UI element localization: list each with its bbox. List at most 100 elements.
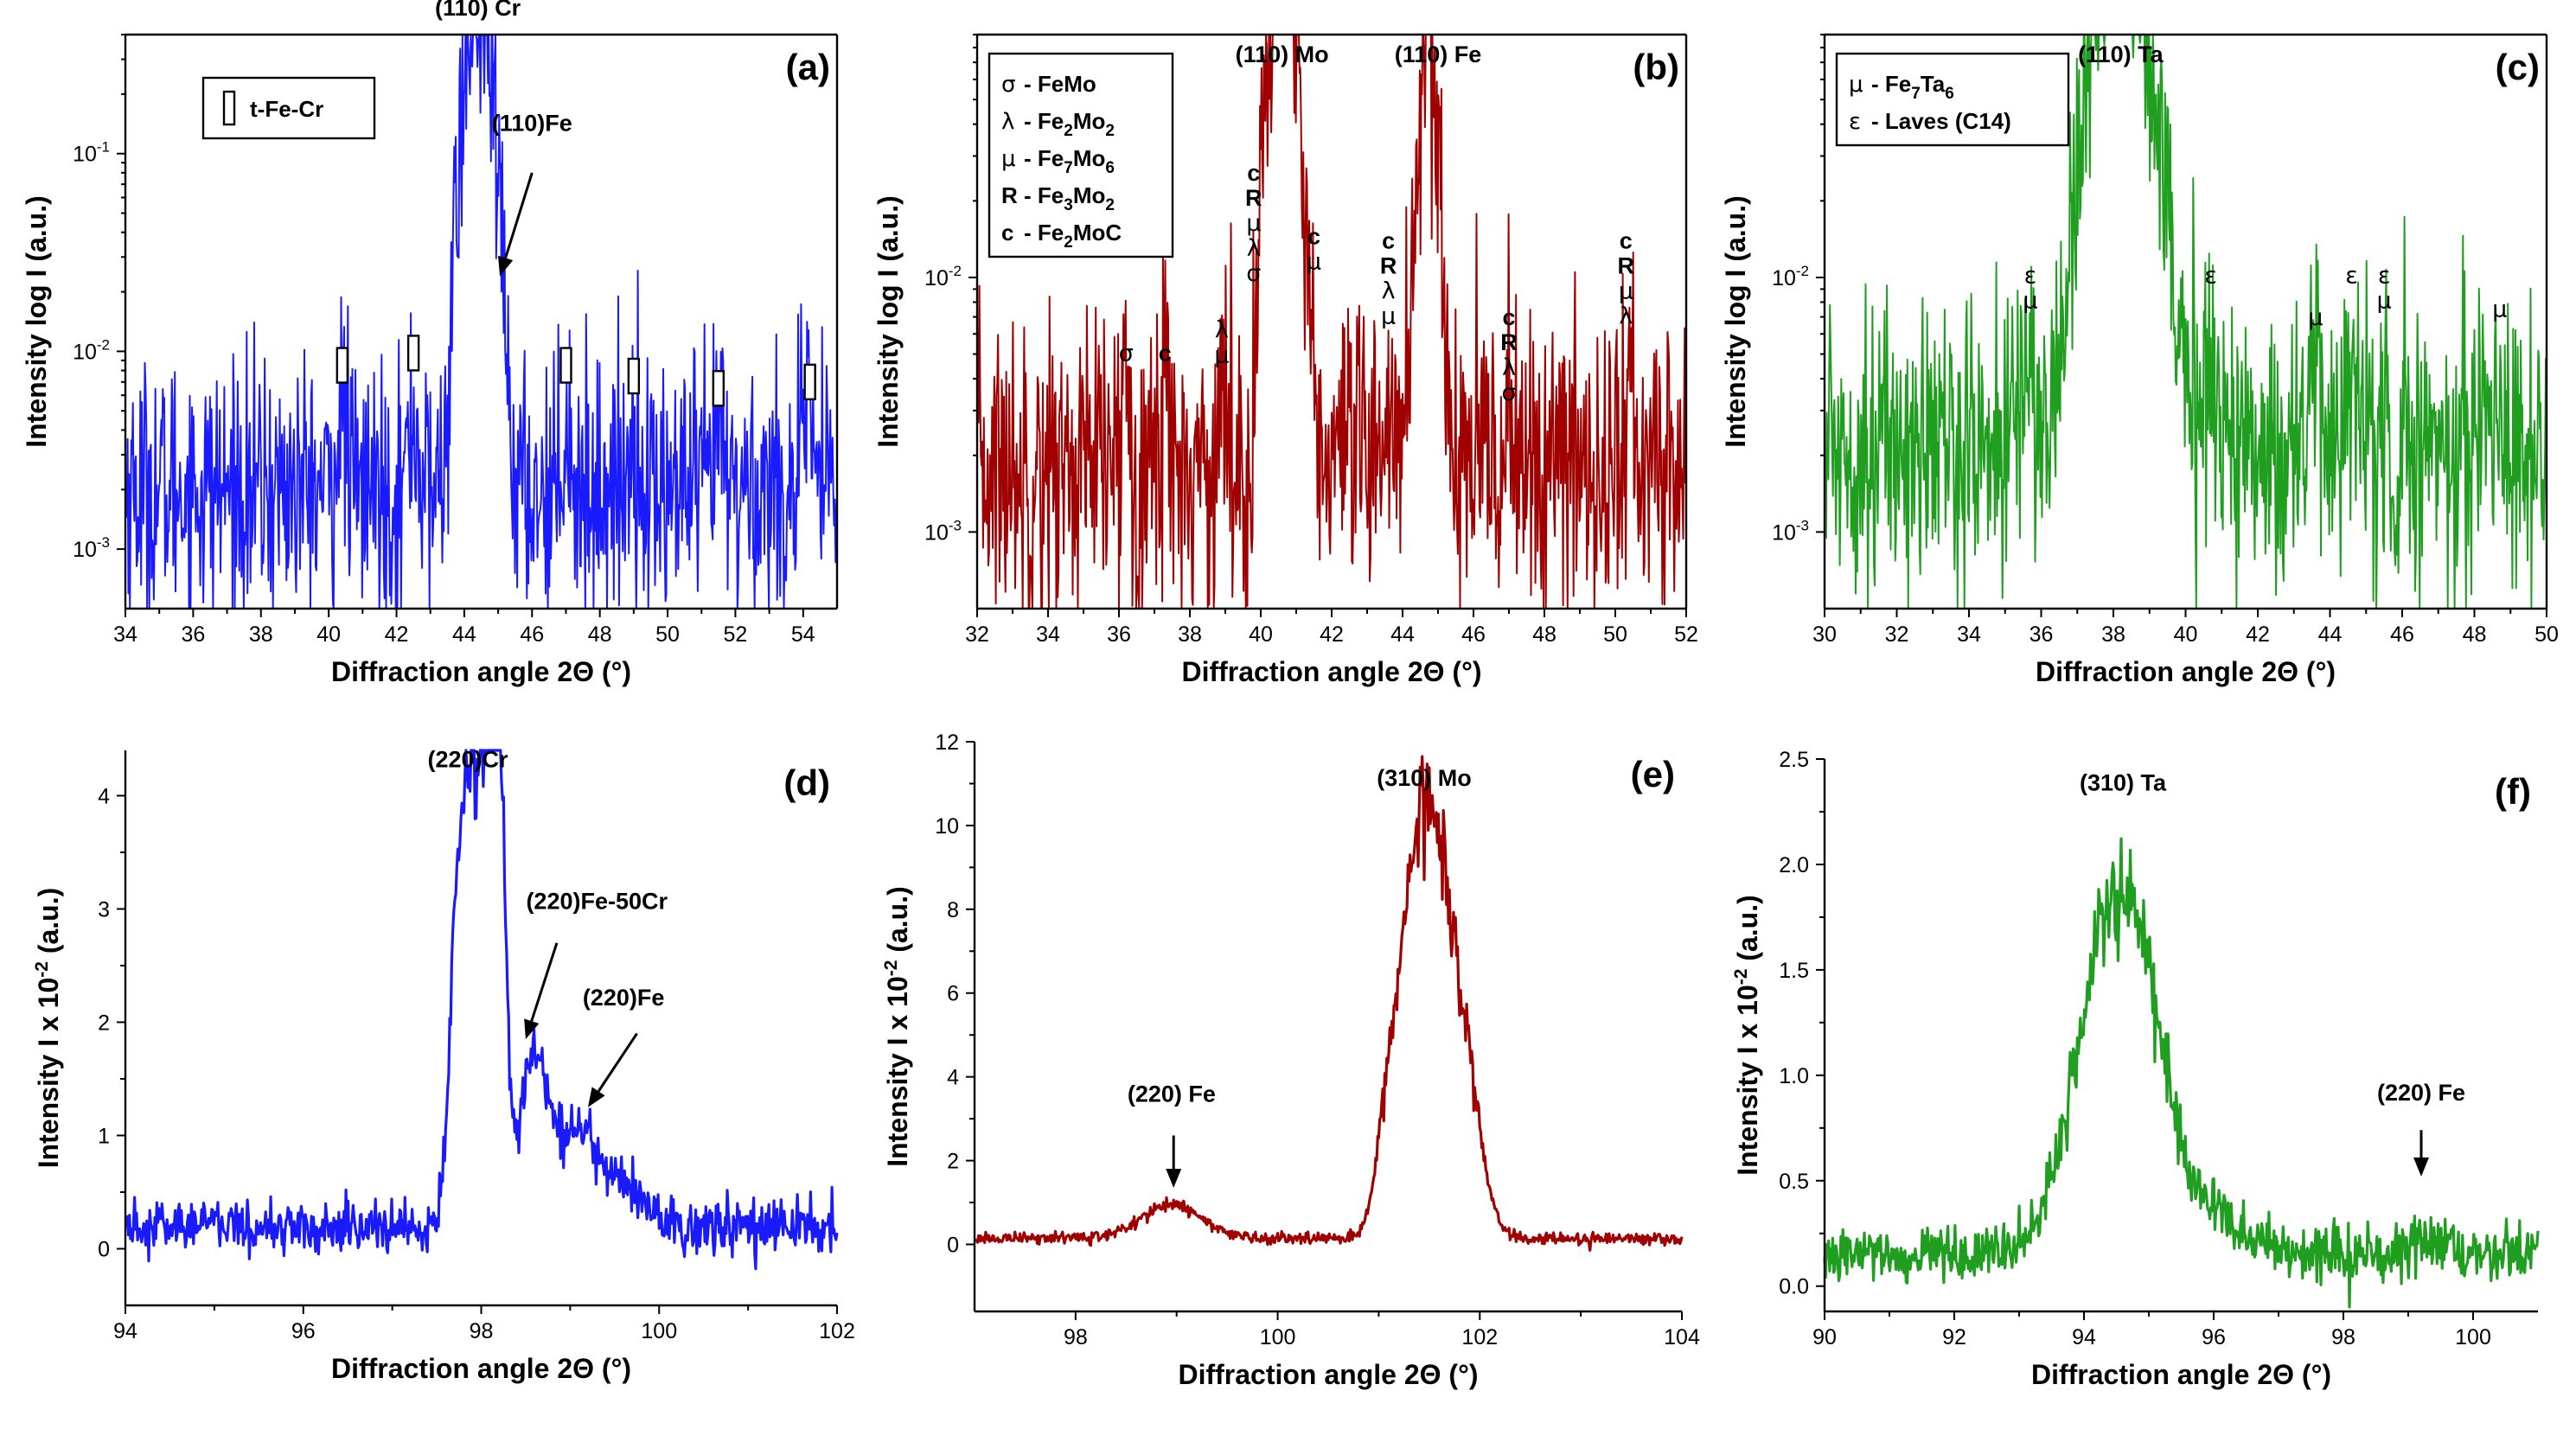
y-tick-exponent: -2 xyxy=(949,263,962,279)
y-tick-label: 0 xyxy=(98,1237,110,1261)
arrow-head xyxy=(524,1018,540,1040)
legend-text2: Mo xyxy=(1073,108,1106,134)
legend-symbol: ε xyxy=(1849,109,1861,135)
arrow-line xyxy=(530,942,559,1022)
phase-label: μ xyxy=(1246,210,1261,237)
y-tick-label: 10-1 xyxy=(73,139,110,167)
phase-marker xyxy=(803,363,816,401)
x-tick-label: 96 xyxy=(291,1319,316,1343)
y-tick-label: 1.5 xyxy=(1779,959,1809,983)
phase-label: λ xyxy=(1247,235,1261,262)
y-tick-exponent: -1 xyxy=(97,139,110,156)
x-tick-label: 42 xyxy=(2246,622,2270,647)
x-axis-title: Diffraction angle 2Θ (°) xyxy=(331,1353,631,1384)
panel-tag: (d) xyxy=(783,762,830,803)
x-tick-label: 94 xyxy=(113,1319,137,1343)
y-tick-exponent: -3 xyxy=(97,534,110,551)
phase-marker xyxy=(406,335,420,372)
series-line xyxy=(973,755,1684,1252)
phase-marker xyxy=(627,357,641,395)
legend-subscript2: 6 xyxy=(1945,85,1954,103)
y-tick-label: 10-3 xyxy=(924,517,962,545)
phase-label: R xyxy=(1500,329,1518,355)
y-axis-title-base: Intensity I x 10 xyxy=(1732,985,1763,1176)
legend: t-Fe-Cr xyxy=(201,76,376,140)
legend-text2: MoC xyxy=(1073,220,1122,246)
phase-label: R xyxy=(1245,185,1262,211)
x-tick-label: 44 xyxy=(452,622,476,647)
y-axis-title: Intensity I x 10-2 (a.u.) xyxy=(32,888,64,1169)
legend-label: - Fe2Mo2 xyxy=(1024,108,1115,140)
panel-tag: (c) xyxy=(2496,47,2540,87)
legend-subscript: 7 xyxy=(1064,159,1073,177)
y-axis-title-unit: (a.u.) xyxy=(882,886,913,960)
phase-label: R xyxy=(1380,252,1397,278)
x-tick-label: 54 xyxy=(791,622,815,647)
y-tick-label: 12 xyxy=(935,730,959,755)
x-tick-label: 36 xyxy=(1107,622,1131,647)
phase-marker xyxy=(336,347,349,384)
x-tick-label: 48 xyxy=(1532,622,1556,647)
y-tick-label: 8 xyxy=(947,898,959,922)
phase-label: c xyxy=(1307,224,1320,250)
x-tick-label: 36 xyxy=(2029,622,2054,647)
y-tick-base: 10 xyxy=(1772,520,1796,545)
y-axis-title-exponent: -2 xyxy=(1731,969,1751,986)
panel-tag: (a) xyxy=(786,47,830,87)
legend-symbol: c xyxy=(1001,220,1013,246)
x-tick-label: 44 xyxy=(2318,622,2343,647)
y-tick-label: 0 xyxy=(947,1233,959,1257)
y-tick-label: 10-2 xyxy=(73,336,110,364)
x-tick-label: 94 xyxy=(2072,1325,2096,1349)
y-axis-title-base: Intensity I x 10 xyxy=(33,978,64,1169)
series-line xyxy=(1823,837,2540,1309)
series-line xyxy=(1824,34,2547,609)
phase-label: σ xyxy=(1501,380,1516,406)
x-axis-title: Diffraction angle 2Θ (°) xyxy=(2031,1359,2331,1390)
y-tick-base: 10 xyxy=(1772,266,1796,290)
panel-c: 30 32 34 36 38 40 42 44 46 48 5010-310-2Diffractio… xyxy=(1720,33,2559,687)
x-tick-label: 40 xyxy=(2174,622,2198,647)
phase-label: μ xyxy=(1214,342,1229,369)
arrow-line xyxy=(504,172,534,258)
legend-label: - Laves (C14) xyxy=(1871,108,2011,134)
x-tick-label: 50 xyxy=(2534,622,2559,647)
y-tick-base: 10 xyxy=(924,266,949,290)
y-tick-label: 2 xyxy=(98,1011,110,1035)
x-tick-label: 92 xyxy=(1942,1325,1966,1349)
axes xyxy=(1823,759,2538,1313)
phase-label: R xyxy=(1618,252,1635,278)
y-axis-title-base: Intensity I x 10 xyxy=(882,976,913,1167)
y-axis-title-exponent: -2 xyxy=(881,960,901,977)
phase-label: μ xyxy=(2492,297,2507,323)
legend-marker xyxy=(222,90,236,126)
x-tick-label: 98 xyxy=(470,1319,494,1343)
phase-label: μ xyxy=(1381,303,1396,329)
panel-d: 94 96 98 100 102 0 1 2 3 4 Diffraction angle 2Θ (°… xyxy=(32,747,855,1384)
phase-label: σ xyxy=(1246,260,1261,287)
legend-text: - Fe xyxy=(1024,220,1064,246)
phase-marker xyxy=(712,370,725,407)
peak-label: (220) Fe xyxy=(1128,1081,1216,1107)
legend-subscript2: 2 xyxy=(1105,122,1115,140)
legend-symbol: λ xyxy=(1001,109,1014,135)
y-axis-title: Intensity log I (a.u.) xyxy=(21,195,52,448)
x-tick-label: 100 xyxy=(641,1319,677,1343)
phase-label: c xyxy=(1159,340,1172,366)
series-line xyxy=(124,749,839,1271)
phase-label: λ xyxy=(1382,278,1396,304)
panel-tag: (b) xyxy=(1633,47,1679,87)
phase-label: c xyxy=(1502,304,1515,330)
legend-text: - Laves (C14) xyxy=(1871,108,2011,134)
x-tick-label: 100 xyxy=(1260,1325,1296,1349)
phase-label: λ xyxy=(1502,354,1516,381)
x-tick-label: 50 xyxy=(1603,622,1627,647)
peak-label: (310) Mo xyxy=(1377,765,1472,791)
peak-label: (110) Cr xyxy=(435,0,521,21)
y-tick-label: 10-2 xyxy=(1772,263,1809,290)
arrow-line xyxy=(597,1032,638,1093)
x-tick-label: 30 xyxy=(1812,622,1837,647)
phase-label: μ xyxy=(2377,288,2392,315)
x-tick-label: 38 xyxy=(249,622,273,647)
y-tick-label: 10 xyxy=(935,814,959,839)
